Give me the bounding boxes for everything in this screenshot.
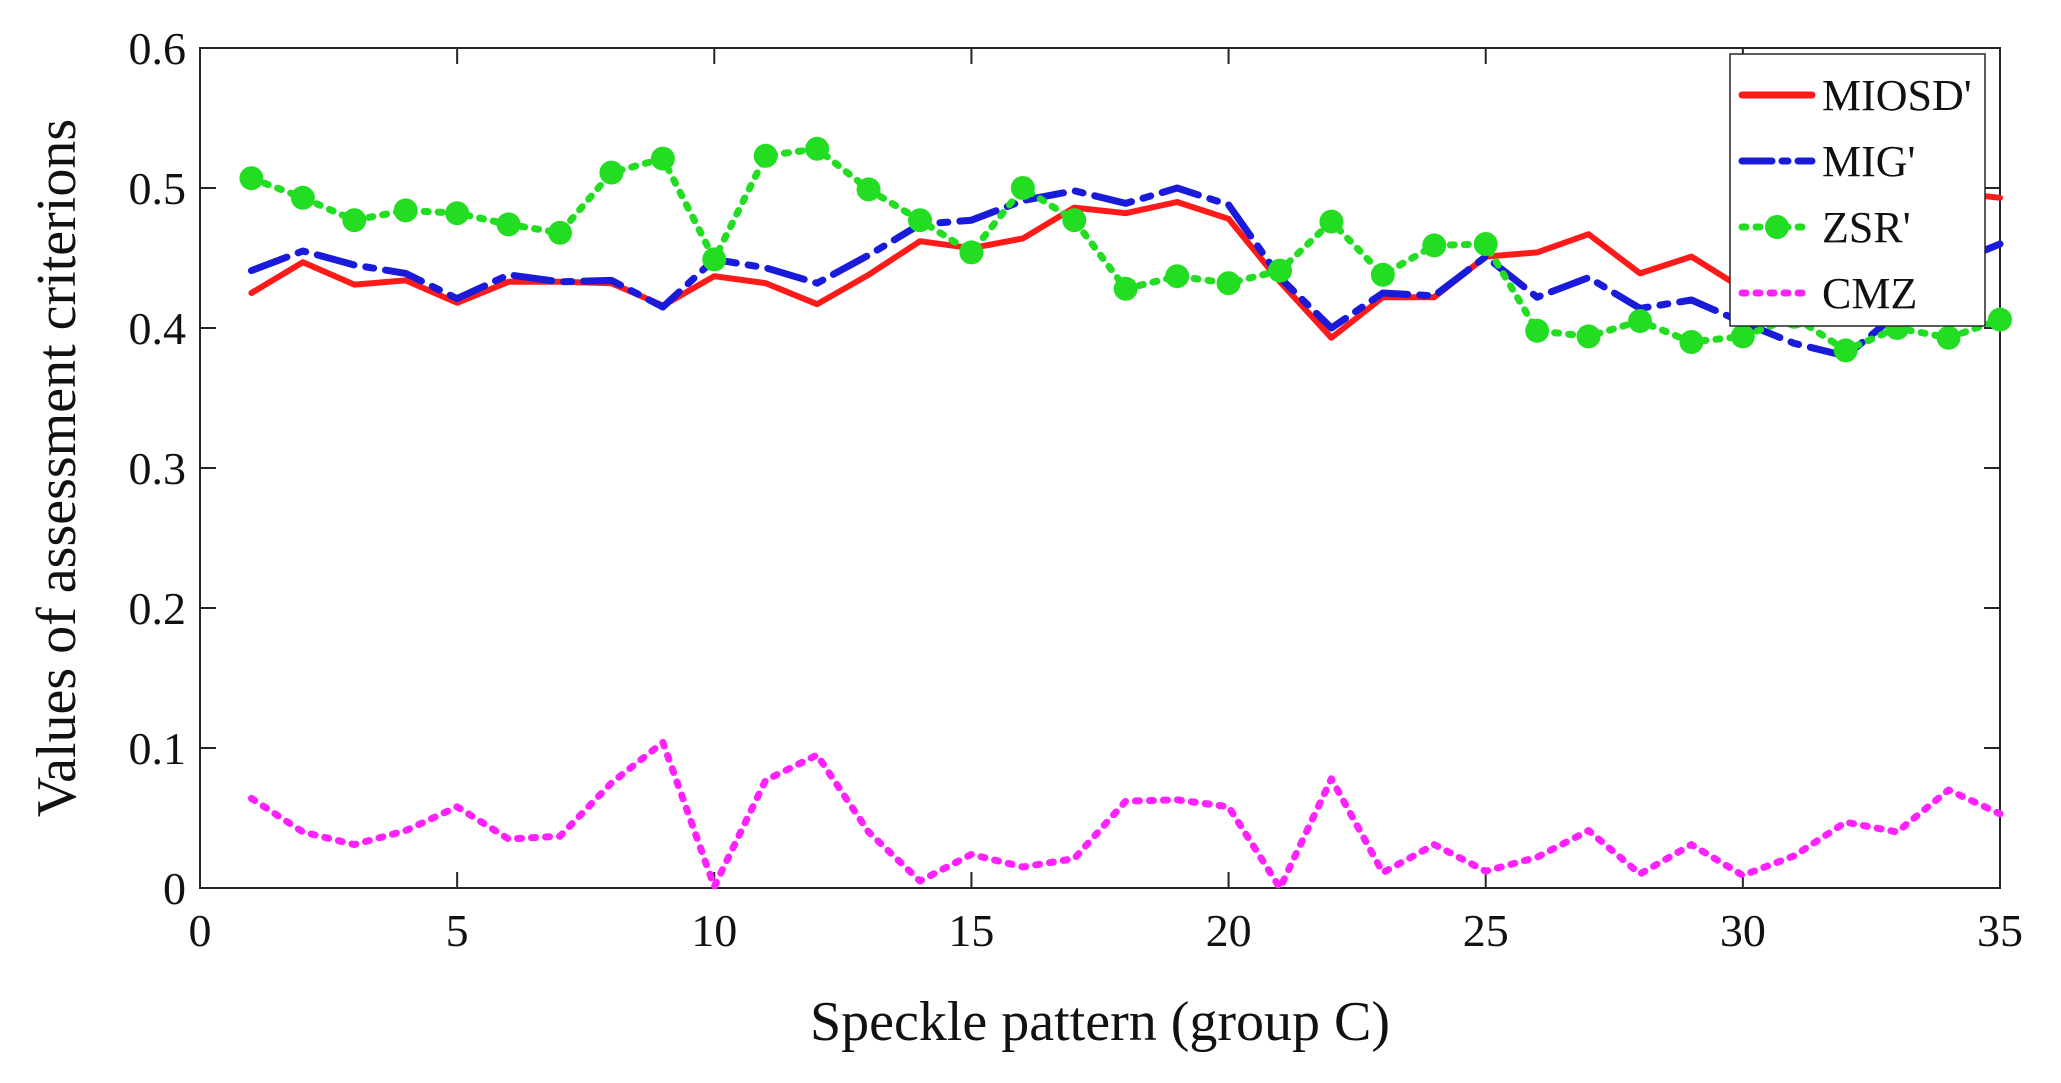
series-mig: [247, 184, 2004, 360]
x-tick-label: 25: [1463, 905, 1509, 956]
x-tick-label: 0: [189, 905, 212, 956]
plot-area: [199, 47, 2001, 889]
series-line-cmz: [247, 738, 2004, 892]
data-point-zsr: [445, 201, 470, 226]
legend-label: ZSR': [1822, 203, 1911, 252]
y-tick-label: 0.4: [129, 303, 187, 354]
series-cmz: [247, 738, 2004, 892]
x-tick-label: 35: [1977, 905, 2023, 956]
legend-box: [1729, 53, 1986, 327]
data-point-zsr: [1576, 324, 1601, 349]
legend-label: CMZ: [1822, 269, 1917, 318]
x-tick-label: 5: [446, 905, 469, 956]
data-point-zsr: [1936, 325, 1961, 350]
legend-item-miosd: MIOSD': [1738, 71, 1972, 120]
data-point-zsr: [1833, 338, 1858, 363]
data-point-zsr: [1422, 233, 1447, 258]
data-point-zsr: [342, 208, 367, 233]
data-point-zsr: [1113, 276, 1138, 301]
data-point-zsr: [1319, 209, 1344, 234]
x-axis-ticks: 0 5 10 15 20 25 30 35: [189, 48, 2023, 956]
data-point-zsr: [1062, 208, 1087, 233]
data-point-zsr: [908, 208, 932, 233]
series-line-mig: [247, 184, 2004, 360]
data-point-zsr: [959, 240, 984, 265]
legend-item-cmz: CMZ: [1738, 269, 1917, 318]
data-point-zsr: [753, 143, 778, 168]
data-point-zsr: [805, 136, 830, 161]
series-layer: [239, 136, 2012, 892]
data-point-zsr: [1010, 176, 1035, 200]
legend-label: MIOSD': [1822, 71, 1972, 120]
data-point-zsr: [1473, 232, 1498, 256]
legend-marker: [1765, 215, 1789, 239]
x-tick-label: 10: [691, 905, 737, 956]
x-tick-label: 30: [1720, 905, 1766, 956]
y-tick-label: 0.2: [129, 583, 187, 634]
series-zsr: [239, 136, 2012, 363]
data-point-zsr: [1679, 330, 1704, 354]
data-point-zsr: [1628, 309, 1652, 333]
y-axis-ticks: 0 0.1 0.2 0.3 0.4 0.5 0.6: [129, 23, 2000, 914]
data-point-zsr: [599, 160, 624, 185]
y-tick-label: 0.6: [129, 23, 187, 74]
legend-label: MIG': [1822, 137, 1915, 186]
data-point-zsr: [393, 198, 418, 223]
x-tick-label: 15: [948, 905, 994, 956]
y-tick-label: 0.3: [129, 443, 187, 494]
data-point-zsr: [1216, 271, 1241, 296]
y-axis-title: Values of assessment criterions: [26, 119, 88, 817]
y-tick-label: 0: [163, 863, 186, 914]
data-point-zsr: [290, 185, 315, 210]
data-point-zsr: [702, 247, 727, 272]
data-point-zsr: [1525, 318, 1550, 343]
data-point-zsr: [856, 177, 881, 202]
data-point-zsr: [1370, 262, 1395, 287]
y-tick-label: 0.1: [129, 723, 187, 774]
data-point-zsr: [1165, 264, 1190, 289]
data-point-zsr: [1988, 307, 2012, 332]
data-point-zsr: [496, 212, 521, 237]
y-tick-label: 0.5: [129, 163, 187, 214]
data-point-zsr: [548, 220, 572, 245]
x-tick-label: 20: [1206, 905, 1252, 956]
x-axis-title: Speckle pattern (group C): [810, 991, 1390, 1053]
legend: MIOSD' MIG' ZSR' CMZ: [1729, 53, 1986, 327]
data-point-zsr: [239, 166, 264, 191]
data-point-zsr: [1268, 258, 1292, 283]
data-point-zsr: [650, 146, 675, 171]
data-point-zsr: [1730, 324, 1755, 349]
legend-item-zsr: ZSR': [1738, 203, 1911, 252]
legend-item-mig: MIG': [1738, 137, 1915, 186]
